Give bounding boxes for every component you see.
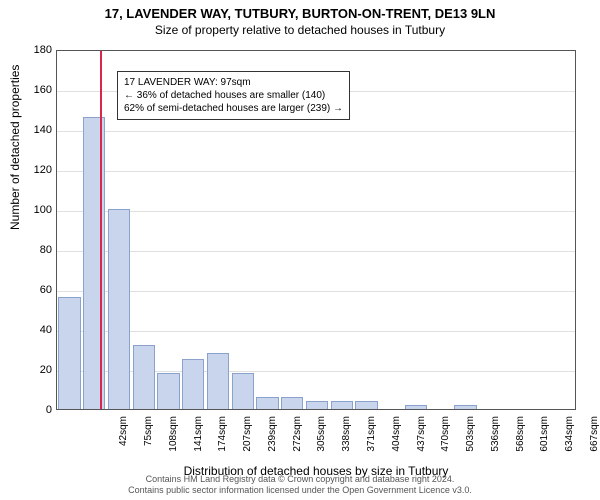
footer-line-1: Contains HM Land Registry data © Crown c… [0, 474, 600, 485]
bar [331, 401, 353, 409]
y-tick-label: 60 [22, 284, 52, 296]
bar [232, 373, 254, 409]
gridline [57, 251, 575, 252]
x-tick-label: 174sqm [217, 416, 228, 466]
chart-container: 17, LAVENDER WAY, TUTBURY, BURTON-ON-TRE… [0, 0, 600, 500]
x-tick-label: 503sqm [465, 416, 476, 466]
plot-area: 17 LAVENDER WAY: 97sqm← 36% of detached … [56, 50, 576, 410]
annotation-box: 17 LAVENDER WAY: 97sqm← 36% of detached … [117, 71, 350, 120]
gridline [57, 171, 575, 172]
x-tick-label: 568sqm [515, 416, 526, 466]
x-tick-label: 42sqm [118, 416, 129, 466]
x-tick-label: 108sqm [168, 416, 179, 466]
bar [405, 405, 427, 409]
gridline [57, 291, 575, 292]
y-tick-label: 20 [22, 364, 52, 376]
x-tick-label: 601sqm [539, 416, 550, 466]
bar [157, 373, 179, 409]
y-tick-label: 160 [22, 84, 52, 96]
bar [281, 397, 303, 409]
x-tick-label: 667sqm [589, 416, 600, 466]
gridline [57, 211, 575, 212]
y-tick-label: 140 [22, 124, 52, 136]
bar [108, 209, 130, 409]
x-tick-label: 141sqm [193, 416, 204, 466]
footer-credits: Contains HM Land Registry data © Crown c… [0, 474, 600, 496]
x-tick-label: 338sqm [341, 416, 352, 466]
y-tick-label: 180 [22, 44, 52, 56]
y-tick-label: 100 [22, 204, 52, 216]
x-tick-label: 272sqm [292, 416, 303, 466]
x-tick-label: 404sqm [391, 416, 402, 466]
bar [133, 345, 155, 409]
bar [58, 297, 80, 409]
bar [454, 405, 476, 409]
x-tick-label: 239sqm [267, 416, 278, 466]
x-tick-label: 75sqm [143, 416, 154, 466]
x-tick-label: 371sqm [366, 416, 377, 466]
bar [182, 359, 204, 409]
y-tick-label: 0 [22, 404, 52, 416]
annotation-line1: 17 LAVENDER WAY: 97sqm [124, 76, 343, 89]
bar [207, 353, 229, 409]
property-marker-line [100, 51, 102, 409]
title-sub: Size of property relative to detached ho… [0, 21, 600, 41]
x-tick-label: 437sqm [416, 416, 427, 466]
title-main: 17, LAVENDER WAY, TUTBURY, BURTON-ON-TRE… [0, 0, 600, 21]
x-tick-label: 634sqm [564, 416, 575, 466]
y-tick-label: 120 [22, 164, 52, 176]
y-axis-label: Number of detached properties [8, 65, 22, 230]
annotation-line3: 62% of semi-detached houses are larger (… [124, 102, 343, 115]
x-tick-label: 207sqm [242, 416, 253, 466]
annotation-line2: ← 36% of detached houses are smaller (14… [124, 89, 343, 102]
bar [355, 401, 377, 409]
y-tick-label: 40 [22, 324, 52, 336]
x-tick-label: 470sqm [440, 416, 451, 466]
chart-area: 17 LAVENDER WAY: 97sqm← 36% of detached … [56, 50, 576, 410]
footer-line-2: Contains public sector information licen… [0, 485, 600, 496]
y-tick-label: 80 [22, 244, 52, 256]
bar [256, 397, 278, 409]
bar [306, 401, 328, 409]
gridline [57, 131, 575, 132]
gridline [57, 331, 575, 332]
x-tick-label: 536sqm [490, 416, 501, 466]
x-tick-label: 305sqm [316, 416, 327, 466]
